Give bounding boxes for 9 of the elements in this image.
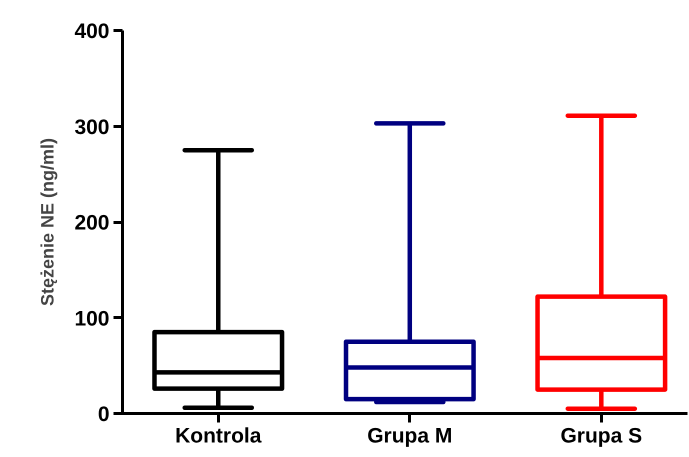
y-tick-label: 200 <box>74 212 110 234</box>
x-tick-label: Kontrola <box>175 424 262 448</box>
y-axis-title: Stężenie NE (ng/ml) <box>37 138 58 306</box>
x-tick-label: Grupa M <box>367 424 452 448</box>
y-tick-label: 100 <box>74 307 110 330</box>
x-tick-label: Grupa S <box>560 424 642 448</box>
y-tick-label: 0 <box>98 403 110 426</box>
y-tick-label: 400 <box>74 20 110 43</box>
y-tick-label: 300 <box>74 116 110 139</box>
